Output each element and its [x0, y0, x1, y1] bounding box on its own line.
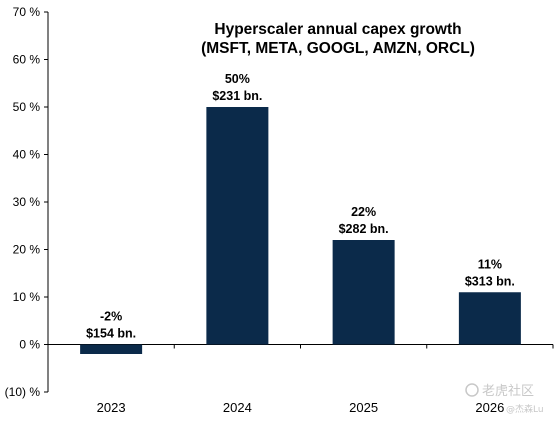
y-tick-label: 30 % [13, 195, 41, 209]
value-label: 22% [351, 205, 376, 219]
amount-label: $313 bn. [465, 274, 515, 288]
tiger-logo-icon [465, 383, 479, 397]
amount-label: $231 bn. [212, 89, 262, 103]
watermark-line1: 老虎社区 [482, 383, 534, 399]
value-label: 11% [478, 257, 502, 271]
y-tick-label: 40 % [13, 148, 41, 162]
y-tick-label: 10 % [13, 290, 41, 304]
chart-subtitle: (MSFT, META, GOOGL, AMZN, ORCL) [201, 40, 475, 57]
data-labels: -2% $154 bn. 50% $231 bn. 22% $282 bn. 11% $313… [86, 72, 515, 341]
x-axis: 2023 2024 2025 2026 [47, 344, 554, 415]
y-tick-label: 0 % [19, 338, 40, 352]
y-tick-label: 60 % [13, 53, 41, 67]
chart-title: Hyperscaler annual capex growth [214, 21, 461, 38]
bar-2023 [80, 344, 143, 354]
value-label: 50% [225, 72, 250, 86]
amount-label: $154 bn. [86, 327, 136, 341]
x-tick-label: 2023 [97, 400, 126, 415]
y-axis: (10) % 0 % 10 % 20 % 30 % 40 % 50 % 60 % 70 % [5, 5, 49, 399]
amount-label: $282 bn. [339, 222, 389, 236]
bar-2024 [206, 107, 269, 345]
y-tick-label: 70 % [13, 5, 41, 19]
value-label: -2% [100, 310, 122, 324]
watermark: 老虎社区 @杰森Lu [465, 383, 544, 415]
x-tick-label: 2025 [349, 400, 378, 415]
x-tick-label: 2024 [223, 400, 252, 415]
bars [80, 107, 521, 354]
bar-2025 [332, 240, 395, 345]
y-tick-label: 20 % [13, 243, 41, 257]
y-tick-label: (10) % [5, 385, 41, 399]
x-tick-label: 2026 [475, 400, 504, 415]
bar-2026 [458, 292, 521, 345]
watermark-line2: @杰森Lu [506, 403, 544, 415]
y-tick-label: 50 % [13, 100, 41, 114]
